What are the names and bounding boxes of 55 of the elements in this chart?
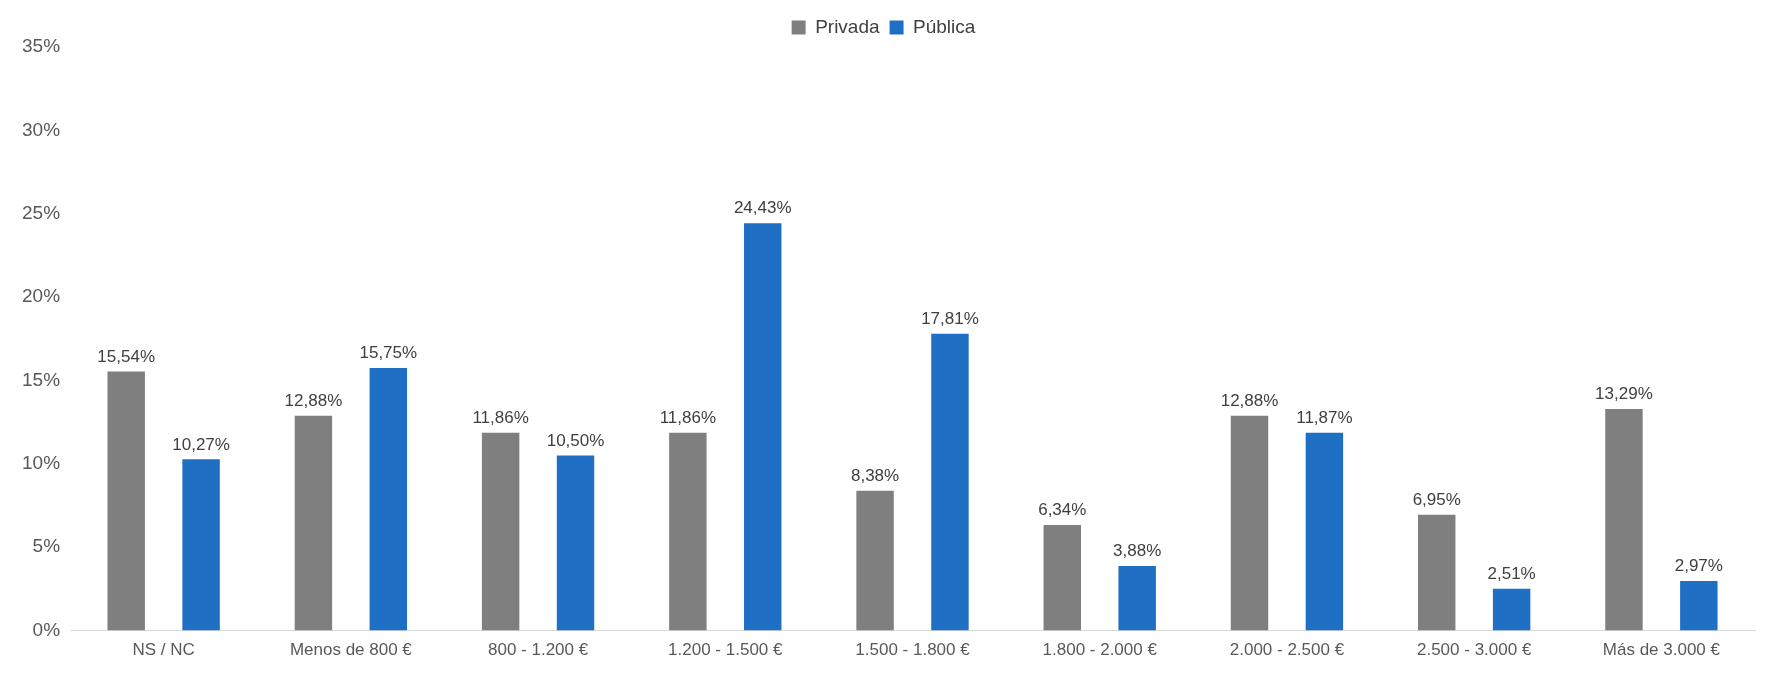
bar	[556, 455, 595, 631]
bar	[744, 223, 782, 631]
data-label: 8,38%	[850, 466, 900, 486]
bar	[669, 432, 707, 631]
bar	[1043, 524, 1082, 631]
legend-label: Privada	[815, 15, 880, 37]
x-tick-label: Menos de 800 €	[289, 640, 413, 660]
bar	[1418, 514, 1456, 631]
legend-label: Pública	[913, 15, 976, 37]
bar	[1492, 588, 1531, 631]
bar	[182, 459, 220, 631]
y-tick-label: 5%	[32, 535, 61, 557]
data-label: 10,27%	[172, 434, 230, 454]
bar	[1118, 565, 1156, 631]
bar	[1680, 581, 1718, 631]
x-tick-label: 1.500 - 1.800 €	[855, 640, 971, 660]
data-label: 24,43%	[733, 198, 792, 218]
x-tick-label: NS / NC	[132, 640, 195, 660]
y-tick-label: 15%	[22, 368, 61, 390]
x-tick-label: 1.200 - 1.500 €	[668, 640, 784, 660]
bar	[1605, 409, 1643, 631]
data-label: 11,86%	[472, 408, 529, 428]
bar	[369, 367, 408, 631]
y-tick-label: 10%	[22, 452, 61, 474]
bar	[107, 371, 145, 631]
data-label: 11,87%	[1296, 407, 1353, 427]
data-label: 12,88%	[1220, 391, 1279, 411]
x-tick-label: 800 - 1.200 €	[487, 640, 589, 660]
data-label: 2,51%	[1487, 563, 1536, 583]
x-tick-label: 2.500 - 3.000 €	[1416, 640, 1532, 660]
bar	[931, 333, 969, 631]
y-tick-label: 20%	[22, 285, 61, 307]
bar	[481, 432, 520, 631]
data-label: 15,54%	[97, 346, 156, 366]
x-tick-label: Más de 3.000 €	[1602, 640, 1721, 660]
bar	[1305, 432, 1344, 631]
data-label: 17,81%	[921, 308, 979, 328]
data-label: 6,34%	[1038, 500, 1087, 520]
bar	[294, 415, 333, 631]
x-tick-label: 1.800 - 2.000 €	[1042, 640, 1158, 660]
data-label: 12,88%	[284, 391, 343, 411]
y-tick-label: 35%	[22, 35, 61, 57]
y-tick-label: 25%	[22, 201, 61, 223]
bar	[1230, 415, 1269, 631]
data-label: 11,86%	[659, 408, 717, 428]
data-label: 3,88%	[1113, 541, 1162, 561]
x-tick-label: 2.000 - 2.500 €	[1229, 640, 1345, 660]
bar	[856, 490, 894, 631]
data-label: 13,29%	[1595, 384, 1653, 404]
data-label: 15,75%	[359, 343, 418, 363]
data-label: 2,97%	[1674, 556, 1723, 576]
y-tick-label: 0%	[32, 618, 61, 640]
data-label: 10,50%	[546, 430, 605, 450]
y-tick-label: 30%	[22, 118, 61, 140]
data-label: 6,95%	[1412, 489, 1461, 509]
